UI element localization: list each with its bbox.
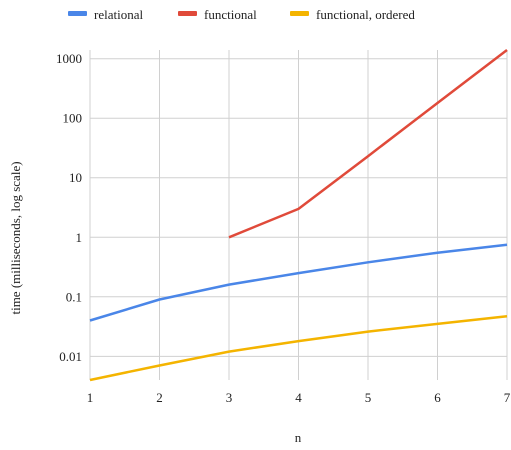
legend-item: functional	[178, 7, 257, 22]
grid	[89, 50, 508, 380]
legend-item: relational	[68, 7, 143, 22]
y-tick-label: 10	[69, 170, 82, 185]
y-tick-label: 0.1	[66, 289, 82, 304]
x-tick-label: 2	[156, 390, 163, 405]
x-tick-labels: 1 2 3 4 5 6 7	[87, 390, 511, 405]
series-line-functional	[228, 49, 508, 239]
series-lines	[89, 49, 508, 382]
x-tick-label: 3	[226, 390, 233, 405]
y-tick-label: 0.01	[59, 349, 82, 364]
series-line-functional-ordered	[89, 315, 508, 382]
x-tick-label: 4	[295, 390, 302, 405]
y-axis-title: time (milliseconds, log scale)	[8, 161, 23, 314]
legend-swatch	[178, 11, 197, 16]
x-tick-label: 6	[434, 390, 441, 405]
legend-swatch	[290, 11, 309, 16]
x-tick-label: 7	[504, 390, 511, 405]
x-tick-label: 1	[87, 390, 94, 405]
series-line-relational	[89, 243, 508, 322]
legend-label: relational	[94, 7, 143, 22]
y-tick-labels: 0.01 0.1 1 10 100 1000	[56, 51, 82, 364]
legend: relational functional functional, ordered	[68, 7, 415, 22]
legend-label: functional	[204, 7, 257, 22]
legend-label: functional, ordered	[316, 7, 415, 22]
y-tick-label: 1	[76, 230, 83, 245]
y-tick-label: 100	[63, 111, 83, 126]
x-axis-title: n	[295, 430, 302, 445]
x-tick-label: 5	[365, 390, 372, 405]
legend-item: functional, ordered	[290, 7, 415, 22]
legend-swatch	[68, 11, 87, 16]
y-tick-label: 1000	[56, 51, 82, 66]
